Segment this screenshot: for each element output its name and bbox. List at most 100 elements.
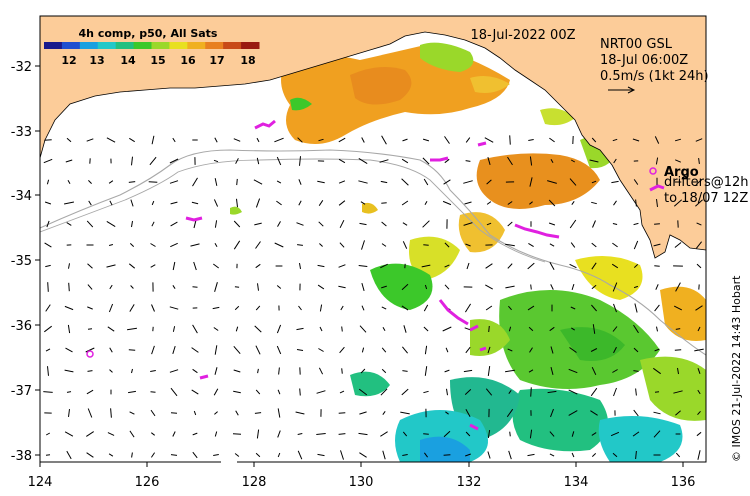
- current-vector: [653, 243, 661, 247]
- current-vector: [150, 370, 156, 372]
- current-vector: [612, 282, 618, 292]
- current-vector: [277, 408, 281, 418]
- current-vector: [129, 304, 135, 312]
- current-vector: [487, 156, 491, 166]
- current-vector: [214, 220, 218, 228]
- colorbar-segment: [44, 42, 63, 49]
- current-vector: [547, 390, 557, 394]
- current-vector: [130, 285, 134, 289]
- drifter-tracks: [185, 119, 560, 431]
- current-vector: [278, 367, 280, 375]
- current-vector: [45, 304, 51, 312]
- x-tick-label: 128: [242, 475, 267, 490]
- current-vector: [635, 388, 637, 396]
- current-vector: [340, 450, 344, 460]
- current-vector: [317, 180, 325, 184]
- colorbar-tick-label: 18: [240, 54, 255, 67]
- current-vector: [149, 156, 157, 166]
- current-vector: [443, 430, 451, 438]
- current-vector: [697, 410, 701, 416]
- current-vector: [571, 327, 575, 331]
- current-vector: [47, 366, 49, 376]
- current-vector: [255, 389, 261, 395]
- current-vectors: [43, 135, 704, 460]
- current-vector: [655, 284, 659, 290]
- current-vector: [550, 408, 554, 418]
- current-vector: [590, 410, 598, 416]
- current-vector: [295, 411, 305, 415]
- current-vector: [338, 264, 346, 268]
- current-vector: [508, 450, 512, 460]
- current-vector: [696, 241, 702, 249]
- argo-legend-icon: [649, 167, 657, 175]
- current-vector: [87, 328, 93, 330]
- current-vector: [233, 390, 241, 394]
- current-vector: [129, 430, 135, 438]
- current-vector: [424, 366, 428, 376]
- current-vector: [67, 180, 71, 184]
- current-vector: [508, 390, 512, 394]
- current-vector: [296, 349, 304, 351]
- colorbar-tick-label: 16: [180, 54, 196, 67]
- credit-text: © IMOS 21-Jul-2022 14:43 Hobart: [730, 275, 743, 462]
- current-vector: [338, 180, 346, 184]
- drifter-legend-icon: [649, 184, 665, 192]
- current-vector: [612, 242, 618, 248]
- current-vector: [150, 391, 156, 393]
- current-vector: [466, 262, 470, 270]
- current-vector: [151, 135, 155, 145]
- current-vector: [509, 135, 511, 145]
- x-tick-label: 126: [135, 475, 160, 490]
- current-vector: [549, 261, 555, 271]
- current-vector: [106, 220, 116, 228]
- current-vector: [255, 452, 261, 458]
- current-vector: [233, 240, 241, 250]
- colorbar: 4h comp, p50, All Sats 12 13 14 15 16 17 18: [44, 27, 260, 67]
- current-vector: [319, 326, 323, 332]
- current-vector: [274, 137, 284, 143]
- current-vector: [68, 282, 70, 292]
- current-vector: [653, 411, 661, 415]
- current-vector: [632, 138, 640, 142]
- current-vector: [361, 240, 365, 250]
- current-vector: [591, 137, 597, 143]
- current-vector: [172, 345, 176, 355]
- current-vector: [381, 221, 387, 227]
- current-vector: [169, 180, 179, 184]
- current-vector: [442, 326, 452, 332]
- current-vector: [697, 368, 701, 374]
- current-vector: [129, 411, 135, 415]
- current-vector: [675, 282, 681, 292]
- current-vector: [214, 411, 218, 415]
- current-vector: [442, 200, 452, 206]
- current-vector: [423, 178, 429, 186]
- current-vector: [485, 388, 493, 396]
- current-vector: [170, 201, 178, 205]
- current-vector: [530, 284, 532, 290]
- colorbar-segment: [115, 42, 135, 49]
- current-vector: [341, 368, 343, 374]
- current-vector: [694, 348, 704, 352]
- colorbar-gradient: [44, 42, 260, 49]
- current-vector: [150, 409, 156, 417]
- current-vector: [632, 431, 640, 437]
- current-vector: [463, 369, 473, 373]
- current-vector: [529, 177, 533, 187]
- current-vector: [530, 387, 532, 397]
- current-vector: [191, 347, 199, 353]
- current-vector: [150, 452, 156, 458]
- current-vector: [109, 369, 113, 373]
- current-vector: [257, 368, 259, 374]
- current-vector: [465, 160, 471, 162]
- current-vector: [401, 388, 409, 396]
- current-vector: [487, 451, 491, 459]
- x-tick-label: 134: [564, 475, 589, 490]
- current-vector: [212, 306, 220, 310]
- current-vector: [358, 432, 368, 436]
- current-vector: [213, 159, 219, 163]
- current-vector: [548, 222, 556, 226]
- current-vector: [527, 305, 535, 311]
- current-vector: [549, 137, 555, 143]
- y-axis: -32 -33 -34 -35 -36 -37 -38: [11, 60, 40, 464]
